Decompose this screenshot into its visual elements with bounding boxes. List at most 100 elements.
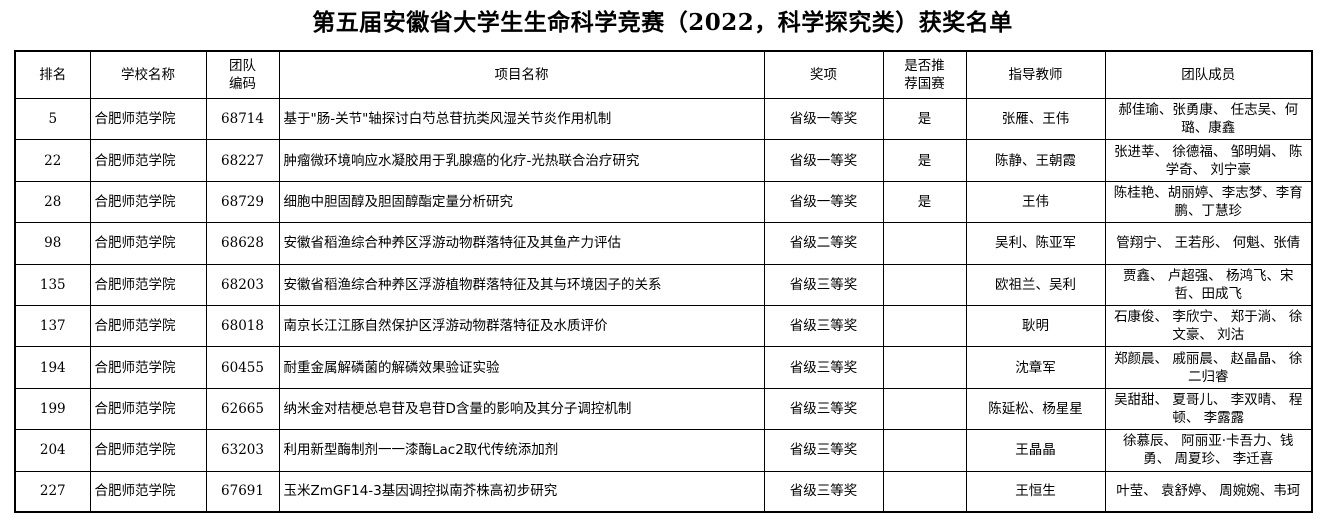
cell-code: 63203 xyxy=(205,429,280,472)
cell-award: 省级三等奖 xyxy=(763,263,884,306)
cell-national xyxy=(882,387,967,431)
cell-code: 68227 xyxy=(205,139,280,182)
cell-project: 玉米ZmGF14-3基因调控拟南芥株高初步研究 xyxy=(278,470,765,513)
cell-award: 省级一等奖 xyxy=(763,139,884,182)
cell-teacher: 张雁、王伟 xyxy=(965,97,1106,141)
cell-national: 是 xyxy=(882,139,967,182)
table-row: 5 合肥师范学院 68714 基于"肠-关节"轴探讨白芍总苷抗类风湿关节炎作用机制 省级… xyxy=(14,97,1313,141)
cell-national: 是 xyxy=(882,180,967,224)
cell-school: 合肥师范学院 xyxy=(89,304,207,348)
cell-national xyxy=(882,429,967,472)
page-title: 第五届安徽省大学生生命科学竞赛（2022，科学探究类）获奖名单 xyxy=(312,9,1013,36)
column-header-national: 是否推 荐国赛 xyxy=(882,50,967,99)
cell-school: 合肥师范学院 xyxy=(89,387,207,431)
column-header-rank: 排名 xyxy=(14,50,91,99)
column-header-code: 团队 编码 xyxy=(205,50,280,99)
cell-school: 合肥师范学院 xyxy=(89,180,207,224)
cell-rank: 5 xyxy=(14,97,91,141)
cell-rank: 98 xyxy=(14,222,91,265)
cell-award: 省级一等奖 xyxy=(763,97,884,141)
cell-school: 合肥师范学院 xyxy=(89,263,207,306)
table-body: 5 合肥师范学院 68714 基于"肠-关节"轴探讨白芍总苷抗类风湿关节炎作用机制 省级… xyxy=(14,97,1313,513)
cell-rank: 22 xyxy=(14,139,91,182)
cell-award: 省级一等奖 xyxy=(763,180,884,224)
award-list-table: 排名 学校名称 团队 编码 项目名称 奖项 是否推 荐国赛 指导教师 团队成员 … xyxy=(14,50,1313,514)
cell-code: 68018 xyxy=(205,304,280,348)
cell-teacher: 沈章军 xyxy=(965,346,1106,389)
cell-award: 省级三等奖 xyxy=(763,304,884,348)
cell-teacher: 陈延松、杨星星 xyxy=(965,387,1106,431)
table-row: 137 合肥师范学院 68018 南京长江江豚自然保护区浮游动物群落特征及水质评价 省级… xyxy=(14,304,1313,348)
cell-members: 陈桂艳、胡丽婷、李志梦、李育鹏、丁慧珍 xyxy=(1104,180,1313,224)
cell-award: 省级三等奖 xyxy=(763,346,884,389)
table-row: 204 合肥师范学院 63203 利用新型酶制剂一一漆酶Lac2取代传统添加剂 省级三等… xyxy=(14,429,1313,472)
cell-school: 合肥师范学院 xyxy=(89,222,207,265)
cell-school: 合肥师范学院 xyxy=(89,97,207,141)
cell-members: 贾鑫、 卢超强、 杨鸿飞、宋哲、田成飞 xyxy=(1104,263,1313,306)
cell-national: 是 xyxy=(882,97,967,141)
cell-teacher: 欧祖兰、吴利 xyxy=(965,263,1106,306)
cell-award: 省级三等奖 xyxy=(763,470,884,513)
cell-national xyxy=(882,470,967,513)
cell-code: 68628 xyxy=(205,222,280,265)
column-header-teacher: 指导教师 xyxy=(965,50,1106,99)
cell-project: 纳米金对桔梗总皂苷及皂苷D含量的影响及其分子调控机制 xyxy=(278,387,765,431)
column-header-project: 项目名称 xyxy=(278,50,765,99)
cell-national xyxy=(882,304,967,348)
table-row: 22 合肥师范学院 68227 肿瘤微环境响应水凝胶用于乳腺癌的化疗-光热联合治疗研究… xyxy=(14,139,1313,182)
cell-school: 合肥师范学院 xyxy=(89,470,207,513)
cell-teacher: 王恒生 xyxy=(965,470,1106,513)
cell-school: 合肥师范学院 xyxy=(89,139,207,182)
cell-project: 细胞中胆固醇及胆固醇酯定量分析研究 xyxy=(278,180,765,224)
cell-members: 管翔宁、 王若彤、 何魁、张倩 xyxy=(1104,222,1313,265)
cell-project: 安徽省稻渔综合种养区浮游动物群落特征及其鱼产力评估 xyxy=(278,222,765,265)
cell-teacher: 耿明 xyxy=(965,304,1106,348)
column-header-members: 团队成员 xyxy=(1104,50,1313,99)
cell-national xyxy=(882,263,967,306)
table-row: 28 合肥师范学院 68729 细胞中胆固醇及胆固醇酯定量分析研究 省级一等奖是王伟 陈桂… xyxy=(14,180,1313,224)
cell-rank: 204 xyxy=(14,429,91,472)
cell-national xyxy=(882,222,967,265)
cell-project: 耐重金属解磷菌的解磷效果验证实验 xyxy=(278,346,765,389)
cell-members: 吴甜甜、 夏哥儿、 李双晴、 程顿、 李露露 xyxy=(1104,387,1313,431)
cell-teacher: 吴利、陈亚军 xyxy=(965,222,1106,265)
cell-rank: 28 xyxy=(14,180,91,224)
table-row: 194 合肥师范学院 60455 耐重金属解磷菌的解磷效果验证实验 省级三等奖 沈章军 郑颜… xyxy=(14,346,1313,389)
cell-award: 省级三等奖 xyxy=(763,429,884,472)
cell-code: 67691 xyxy=(205,470,280,513)
cell-project: 安徽省稻渔综合种养区浮游植物群落特征及其与环境因子的关系 xyxy=(278,263,765,306)
cell-teacher: 陈静、王朝霞 xyxy=(965,139,1106,182)
cell-members: 石康俊、 李欣宁、 郑于淌、 徐文豪、 刘沽 xyxy=(1104,304,1313,348)
table-row: 98 合肥师范学院 68628 安徽省稻渔综合种养区浮游动物群落特征及其鱼产力评估 省级… xyxy=(14,222,1313,265)
cell-teacher: 王晶晶 xyxy=(965,429,1106,472)
cell-code: 68729 xyxy=(205,180,280,224)
cell-project: 南京长江江豚自然保护区浮游动物群落特征及水质评价 xyxy=(278,304,765,348)
cell-project: 利用新型酶制剂一一漆酶Lac2取代传统添加剂 xyxy=(278,429,765,472)
table-row: 135 合肥师范学院 68203 安徽省稻渔综合种养区浮游植物群落特征及其与环境因子的… xyxy=(14,263,1313,306)
cell-rank: 199 xyxy=(14,387,91,431)
cell-members: 徐慕辰、 阿丽亚·卡吾力、钱勇、 周夏珍、 李迁喜 xyxy=(1104,429,1313,472)
cell-members: 叶莹、 袁舒婷、 周婉婉、韦珂 xyxy=(1104,470,1313,513)
cell-rank: 137 xyxy=(14,304,91,348)
column-header-award: 奖项 xyxy=(763,50,884,99)
cell-national xyxy=(882,346,967,389)
table-row: 199 合肥师范学院 62665 纳米金对桔梗总皂苷及皂苷D含量的影响及其分子调控机制… xyxy=(14,387,1313,431)
cell-members: 张进莘、 徐德福、 邹明娟、 陈学奇、 刘宁豪 xyxy=(1104,139,1313,182)
cell-award: 省级三等奖 xyxy=(763,387,884,431)
cell-project: 基于"肠-关节"轴探讨白芍总苷抗类风湿关节炎作用机制 xyxy=(278,97,765,141)
cell-code: 62665 xyxy=(205,387,280,431)
table-header: 排名 学校名称 团队 编码 项目名称 奖项 是否推 荐国赛 指导教师 团队成员 xyxy=(14,50,1313,99)
cell-members: 郝佳瑜、张勇康、 任志吴、何璐、康鑫 xyxy=(1104,97,1313,141)
cell-code: 68714 xyxy=(205,97,280,141)
cell-project: 肿瘤微环境响应水凝胶用于乳腺癌的化疗-光热联合治疗研究 xyxy=(278,139,765,182)
table-header-row: 排名 学校名称 团队 编码 项目名称 奖项 是否推 荐国赛 指导教师 团队成员 xyxy=(14,50,1313,99)
cell-code: 68203 xyxy=(205,263,280,306)
cell-rank: 194 xyxy=(14,346,91,389)
cell-members: 郑颜晨、 戚丽晨、 赵晶晶、 徐二归睿 xyxy=(1104,346,1313,389)
cell-school: 合肥师范学院 xyxy=(89,346,207,389)
table-row: 227 合肥师范学院 67691 玉米ZmGF14-3基因调控拟南芥株高初步研究 省级三… xyxy=(14,470,1313,513)
cell-rank: 227 xyxy=(14,470,91,513)
column-header-school: 学校名称 xyxy=(89,50,207,99)
cell-teacher: 王伟 xyxy=(965,180,1106,224)
